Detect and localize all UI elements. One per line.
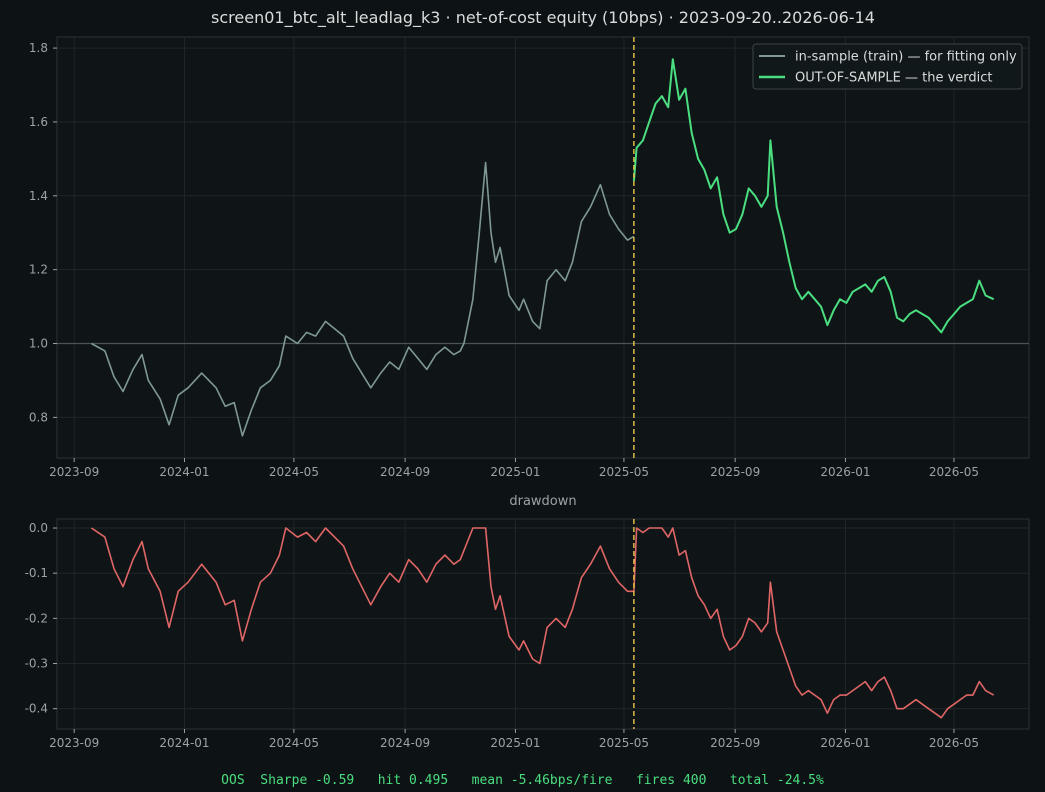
x-tick-label: 2024-05 <box>269 736 319 750</box>
legend: in-sample (train) — for fitting only OUT-… <box>752 43 1023 90</box>
x-tick-label: 2026-05 <box>929 736 979 750</box>
x-tick-label: 2025-09 <box>710 465 760 479</box>
y-tick-label: -0.4 <box>25 702 48 716</box>
x-tick-label: 2025-01 <box>490 736 540 750</box>
x-tick-label: 2024-09 <box>380 736 430 750</box>
x-tick-label: 2023-09 <box>49 736 99 750</box>
equity-title: screen01_btc_alt_leadlag_k3 · net-of-cos… <box>211 8 875 28</box>
equity-plot-area <box>56 36 1030 459</box>
legend-entry: OUT-OF-SAMPLE — the verdict <box>795 71 993 86</box>
out-of-sample-line <box>632 58 995 334</box>
x-tick-label: 2024-05 <box>269 465 319 479</box>
y-tick-label: 0.0 <box>29 521 48 535</box>
in-sample-line <box>91 161 635 437</box>
x-tick-label: 2026-01 <box>820 736 870 750</box>
oos-stats-footer: OOS Sharpe -0.59 hit 0.495 mean -5.46bps… <box>221 773 824 788</box>
x-tick-label: 2026-05 <box>929 465 979 479</box>
x-tick-label: 2024-01 <box>159 465 209 479</box>
y-tick-label: 1.2 <box>29 263 48 277</box>
drawdown-plot-area <box>56 518 1030 730</box>
x-tick-label: 2025-09 <box>710 736 760 750</box>
legend-entry: in-sample (train) — for fitting only <box>795 50 1017 65</box>
x-tick-label: 2023-09 <box>49 465 99 479</box>
drawdown-panel: 2023-09 2024-01 2024-05 2024-09 2025-01 2025-… <box>25 494 1030 750</box>
y-tick-label: 1.8 <box>29 41 48 55</box>
y-tick-label: 1.4 <box>29 189 48 203</box>
x-tick-label: 2024-01 <box>159 736 209 750</box>
x-tick-label: 2025-01 <box>490 465 540 479</box>
drawdown-title: drawdown <box>509 494 576 509</box>
drawdown-line <box>90 527 995 719</box>
y-tick-label: -0.2 <box>25 611 48 625</box>
y-tick-label: 1.0 <box>29 337 48 351</box>
legend-box <box>752 43 1023 90</box>
x-tick-label: 2025-05 <box>599 736 649 750</box>
equity-panel: 2023-09 2024-01 2024-05 2024-09 2025-01 2025-… <box>29 8 1030 479</box>
y-tick-label: 0.8 <box>29 410 48 424</box>
x-tick-label: 2026-01 <box>820 465 870 479</box>
y-tick-label: 1.6 <box>29 115 48 129</box>
y-tick-label: -0.3 <box>25 657 48 671</box>
y-tick-label: -0.1 <box>25 566 48 580</box>
x-tick-label: 2024-09 <box>380 465 430 479</box>
x-tick-label: 2025-05 <box>599 465 649 479</box>
